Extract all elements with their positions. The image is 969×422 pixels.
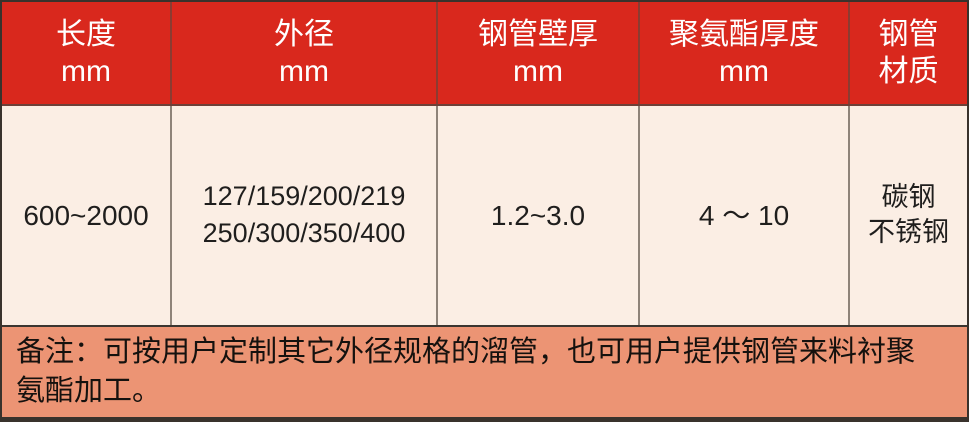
length-value: 600~2000 [23,199,149,231]
header-material-label-line2: 材质 [878,54,939,88]
cell-wall-thickness-value: 1.2~3.0 [438,105,640,326]
table-data-row: 600~2000 127/159/200/219 250/300/350/400… [2,105,967,326]
header-length-unit: mm [61,54,111,88]
header-outer-diameter-label: 外径 [274,17,334,51]
header-cell-wall-thickness: 钢管壁厚 mm [438,2,640,104]
header-material-label-line1: 钢管 [878,17,939,51]
note-row: 备注：可按用户定制其它外径规格的溜管，也可用户提供钢管来料衬聚 氨酯加工。 [2,325,967,418]
header-outer-diameter-unit: mm [279,54,329,88]
cell-outer-diameter-value: 127/159/200/219 250/300/350/400 [172,105,438,326]
note-text-line2: 氨酯加工。 [16,375,162,408]
cell-material-value: 碳钢 不锈钢 [850,106,967,326]
cell-length-value: 600~2000 [2,105,172,326]
header-pu-thickness-unit: mm [719,54,769,88]
header-cell-material: 钢管 材质 [850,2,967,104]
header-cell-length: 长度 mm [2,2,172,104]
pu-thickness-value: 4 ～ 10 [698,199,790,231]
wall-thickness-value: 1.2~3.0 [490,199,586,231]
outer-diameter-value-line1: 127/159/200/219 [202,181,406,212]
header-length-label: 长度 [56,17,116,51]
outer-diameter-value-line2: 250/300/350/400 [202,218,406,249]
header-wall-thickness-label: 钢管壁厚 [478,17,598,51]
header-cell-outer-diameter: 外径 mm [172,2,438,104]
cell-pu-thickness-value: 4 ～ 10 [640,105,850,326]
header-pu-thickness-label: 聚氨酯厚度 [669,17,819,51]
material-value-line2: 不锈钢 [868,217,949,248]
header-cell-pu-thickness: 聚氨酯厚度 mm [640,2,850,104]
header-wall-thickness-unit: mm [513,54,563,88]
material-value-line1: 碳钢 [881,182,936,213]
bottom-border-bar [2,417,967,420]
table-header-row: 长度 mm 外径 mm 钢管壁厚 mm 聚氨酯厚度 mm 钢管 材质 [2,2,967,106]
note-text-line1: 备注：可按用户定制其它外径规格的溜管，也可用户提供钢管来料衬聚 [16,336,916,369]
